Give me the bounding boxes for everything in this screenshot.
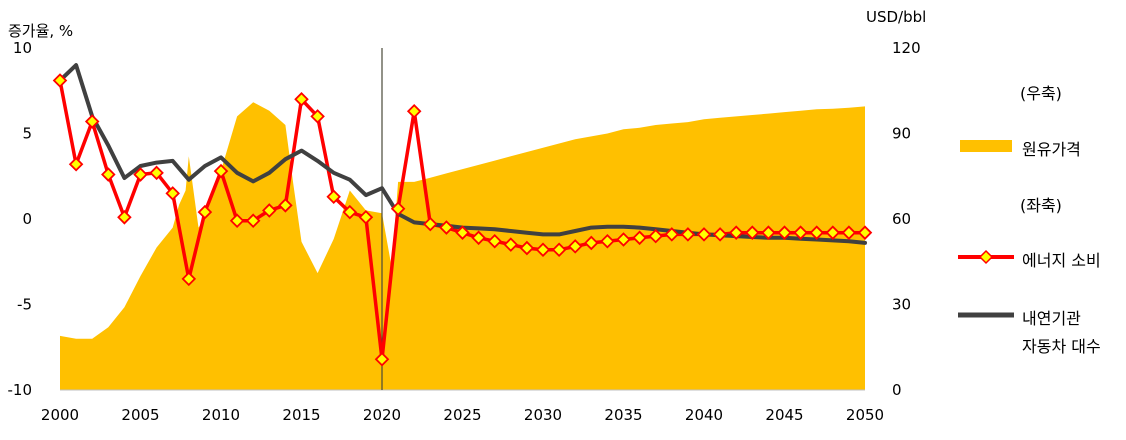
energy-point-marker bbox=[245, 213, 261, 228]
energy-point-marker bbox=[342, 204, 358, 220]
energy-point-marker bbox=[519, 240, 535, 256]
energy-point-marker bbox=[326, 189, 341, 205]
legend-oil-price-label: 원유가격 bbox=[1022, 140, 1081, 159]
oil-price-area-group bbox=[60, 102, 865, 390]
oil-price-area bbox=[60, 102, 865, 390]
legend-oil-price-swatch bbox=[960, 140, 1012, 152]
energy-point-marker bbox=[117, 210, 132, 225]
x-tick-label: 2040 bbox=[685, 406, 723, 424]
energy-point-marker bbox=[535, 242, 551, 258]
energy-point-marker bbox=[374, 351, 390, 367]
energy-point-marker bbox=[197, 204, 213, 220]
energy-point-marker bbox=[648, 228, 663, 244]
left-y-tick-label: -10 bbox=[8, 381, 33, 399]
energy-point-marker bbox=[809, 225, 824, 240]
left-y-tick-label: 10 bbox=[13, 39, 32, 57]
left-y-tick-label: -5 bbox=[17, 296, 32, 314]
energy-point-marker bbox=[745, 225, 760, 240]
energy-point-marker bbox=[358, 210, 374, 225]
left-y-tick-label: 0 bbox=[22, 210, 32, 228]
energy-point-marker bbox=[262, 203, 277, 218]
energy-point-marker bbox=[310, 109, 325, 124]
legend-vehicle-label-line1: 내연기관 bbox=[1022, 309, 1081, 328]
energy-point-marker bbox=[487, 233, 502, 249]
energy-point-marker bbox=[84, 114, 100, 129]
energy-point-marker bbox=[390, 201, 406, 217]
energy-point-marker bbox=[857, 225, 873, 240]
x-tick-label: 2005 bbox=[121, 406, 159, 424]
right-y-tick-label: 30 bbox=[892, 296, 911, 314]
x-tick-label: 2015 bbox=[282, 406, 320, 424]
energy-point-marker bbox=[213, 163, 229, 179]
energy-point-marker bbox=[294, 92, 309, 107]
energy-point-marker bbox=[632, 230, 647, 246]
legend-energy-swatch bbox=[958, 249, 1014, 265]
energy-point-marker bbox=[841, 225, 857, 240]
energy-point-marker bbox=[761, 225, 776, 240]
energy-point-marker bbox=[439, 220, 454, 235]
energy-point-marker bbox=[181, 271, 197, 287]
energy-point-marker bbox=[712, 227, 728, 242]
x-tick-label: 2050 bbox=[846, 406, 884, 424]
energy-point-marker bbox=[680, 227, 696, 242]
energy-point-marker bbox=[616, 232, 631, 247]
energy-point-marker bbox=[101, 167, 116, 182]
energy-point-marker bbox=[52, 73, 68, 88]
x-tick-label: 2000 bbox=[41, 406, 79, 424]
energy-point-marker bbox=[567, 239, 583, 254]
right-y-tick-label: 90 bbox=[892, 125, 911, 143]
right-y-tick-label: 120 bbox=[892, 39, 921, 57]
x-tick-label: 2030 bbox=[524, 406, 562, 424]
energy-point-marker bbox=[278, 198, 293, 213]
legend-vehicle-label-line2: 자동차 대수 bbox=[1022, 337, 1101, 356]
energy-point-marker bbox=[133, 167, 148, 182]
right-y-tick-label: 60 bbox=[892, 210, 911, 228]
legend-vehicle-swatch bbox=[958, 312, 1014, 318]
energy-point-marker bbox=[229, 213, 245, 228]
tick-labels-group: 2000 2005 2010 2015 2020 2025 2030 2035 2040 2045… bbox=[8, 39, 921, 424]
energy-point-marker bbox=[600, 233, 615, 249]
legend-left-axis-header: (좌축) bbox=[1020, 196, 1062, 215]
energy-point-marker bbox=[696, 227, 712, 242]
energy-point-marker bbox=[664, 227, 680, 242]
energy-point-marker bbox=[728, 225, 744, 240]
left-axis-title: 증가율, % bbox=[8, 22, 74, 40]
energy-point-marker bbox=[165, 186, 180, 201]
right-y-tick-label: 0 bbox=[892, 381, 902, 399]
x-tick-label: 2025 bbox=[443, 406, 481, 424]
energy-point-marker bbox=[455, 225, 470, 240]
x-tick-label: 2045 bbox=[765, 406, 803, 424]
energy-point-marker bbox=[68, 157, 84, 172]
energy-point-marker bbox=[584, 235, 599, 251]
energy-point-marker bbox=[423, 216, 438, 232]
energy-point-marker bbox=[793, 225, 808, 240]
energy-point-marker bbox=[471, 230, 486, 246]
x-tick-label: 2035 bbox=[604, 406, 642, 424]
energy-point-marker bbox=[406, 103, 422, 119]
energy-point-marker bbox=[777, 225, 792, 240]
legend-energy-label: 에너지 소비 bbox=[1022, 251, 1101, 270]
energy-point-marker bbox=[149, 165, 164, 181]
left-y-tick-label: 5 bbox=[22, 125, 32, 143]
x-tick-label: 2010 bbox=[202, 406, 240, 424]
energy-point-marker bbox=[503, 237, 519, 252]
legend-right-axis-header: (우축) bbox=[1020, 84, 1062, 103]
x-tick-label: 2020 bbox=[363, 406, 401, 424]
energy-markers-group bbox=[52, 73, 873, 367]
energy-point-marker bbox=[825, 225, 841, 240]
axes-group bbox=[60, 48, 865, 391]
energy-point-marker bbox=[551, 242, 567, 258]
right-axis-title: USD/bbl bbox=[866, 8, 927, 26]
